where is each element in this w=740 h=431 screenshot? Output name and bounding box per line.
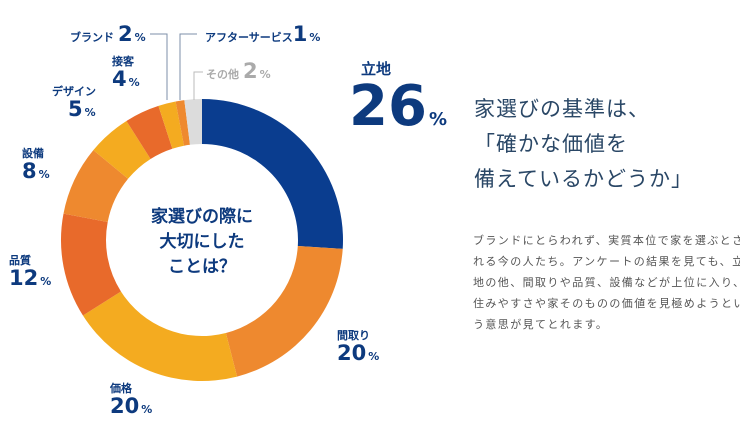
percent-unit: % (428, 108, 447, 130)
slice-label: 設備 (22, 147, 44, 160)
slice-value: 1 (292, 22, 308, 46)
donut-slice-7 (158, 101, 185, 149)
donut-slice-3 (60, 213, 121, 316)
donut-slice-5 (93, 120, 151, 179)
label-other: その他 2% (206, 60, 271, 82)
label-ritchi: 立地 26% (349, 60, 447, 139)
percent-unit: % (128, 75, 140, 89)
slice-value: 12 (9, 265, 39, 290)
percent-unit: % (38, 167, 50, 181)
slice-label: デザイン (52, 85, 96, 98)
slice-label: アフターサービス (205, 31, 293, 44)
label-after-service: アフターサービス1% (205, 23, 320, 45)
slice-label: 間取り (337, 329, 370, 342)
label-brand: ブランド 2% (70, 23, 146, 45)
slice-label: 品質 (9, 254, 31, 267)
percent-unit: % (309, 31, 321, 44)
label-design: デザイン 5% (52, 86, 96, 120)
label-kakaku: 価格 20% (110, 383, 152, 417)
percent-unit: % (40, 274, 52, 288)
donut-slice-9 (184, 99, 202, 145)
donut-slice-0 (202, 99, 343, 249)
slice-value: 8 (22, 158, 37, 183)
leader-line-0 (150, 33, 168, 100)
donut-slice-8 (175, 100, 190, 146)
slice-value: 20 (110, 393, 140, 418)
percent-unit: % (259, 68, 271, 81)
donut-slice-2 (82, 291, 238, 381)
donut-slice-6 (126, 105, 173, 159)
leader-line-1 (179, 33, 197, 100)
percent-unit: % (84, 105, 96, 119)
label-hinshitsu: 品質 12% (9, 255, 51, 289)
slice-value: 5 (68, 96, 83, 121)
chart-center-text: 家選びの際に 大切にした ことは？ (151, 207, 253, 277)
label-madori: 間取り 20% (337, 330, 379, 364)
slice-label: 価格 (110, 382, 132, 395)
slice-label: ブランド (70, 31, 114, 44)
percent-unit: % (368, 349, 380, 363)
label-sekkyaku: 接客 4% (112, 56, 140, 90)
label-setsubi: 設備 8% (22, 148, 50, 182)
slice-label: 接客 (112, 55, 134, 68)
slice-value: 26 (349, 73, 427, 139)
slice-value: 4 (112, 66, 127, 91)
slice-value: 20 (337, 340, 367, 365)
slice-label: 立地 (361, 60, 392, 78)
slice-label: その他 (206, 68, 239, 81)
headline: 家選びの基準は、 「確かな価値を 備えているかどうか」 (474, 97, 693, 191)
percent-unit: % (134, 31, 146, 44)
leader-line-2 (193, 71, 203, 100)
slice-value: 2 (118, 22, 133, 46)
donut-slice-1 (225, 246, 343, 377)
body-text: ブランドにとらわれず、実質本位で家を選ぶとされる今の人たち。アンケートの結果を見… (473, 234, 740, 331)
percent-unit: % (141, 402, 153, 416)
donut-slice-4 (63, 150, 129, 223)
slice-value: 2 (243, 59, 258, 83)
